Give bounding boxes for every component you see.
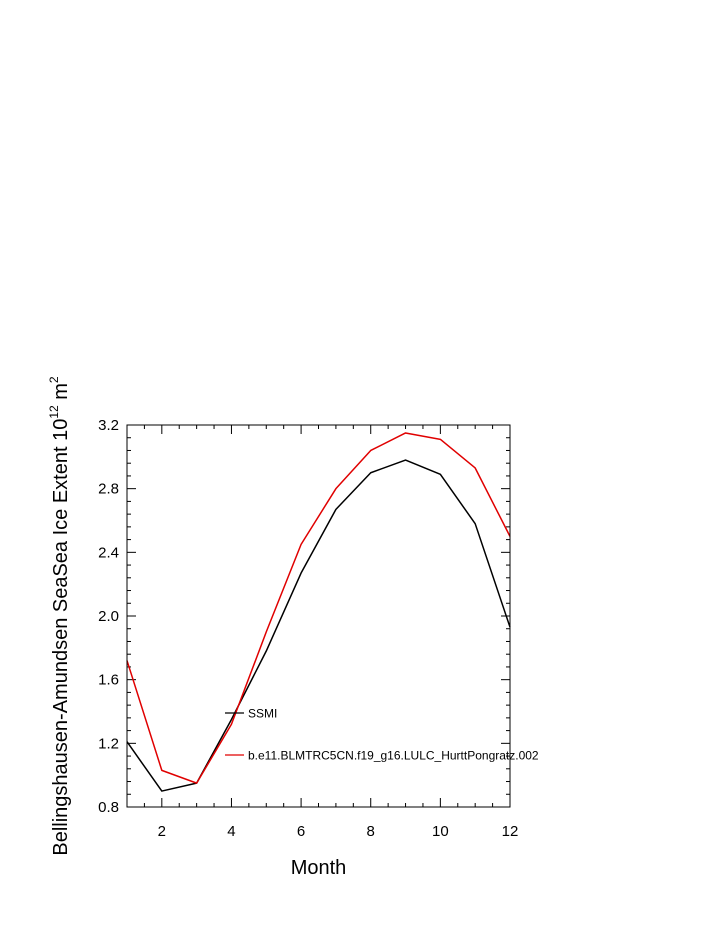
x-tick-label: 12	[502, 823, 519, 840]
plot-frame	[126, 424, 511, 808]
y-tick-label: 3.2	[98, 417, 119, 434]
x-tick-labels: 2 4 6 8 10 12	[158, 823, 519, 840]
y-tick-label: 2.8	[98, 481, 119, 498]
x-axis-label: Month	[291, 857, 347, 879]
legend-label-ssmi: SSMI	[248, 707, 277, 721]
series-line-model	[126, 432, 511, 784]
y-tick-label: 2.0	[98, 608, 119, 625]
y-tick-label: 2.4	[98, 544, 119, 561]
y-tick-labels: 0.8 1.2 1.6 2.0 2.4 2.8 3.2	[98, 417, 119, 816]
axis-ticks	[126, 424, 511, 808]
x-tick-label: 10	[432, 823, 449, 840]
y-axis-label-exp2: 2	[47, 376, 61, 383]
y-axis-label-exp1: 12	[47, 405, 61, 419]
x-tick-label: 2	[158, 823, 166, 840]
series-lines	[126, 432, 511, 792]
legend: SSMI b.e11.BLMTRC5CN.f19_g16.LULC_HurttP…	[225, 707, 539, 763]
x-tick-label: 6	[297, 823, 305, 840]
y-axis-label: Bellingshausen-Amundsen SeaSea Ice Exten…	[47, 376, 72, 856]
x-tick-label: 8	[367, 823, 375, 840]
y-tick-label: 1.6	[98, 672, 119, 689]
x-tick-label: 4	[227, 823, 235, 840]
y-axis-label-unit: m	[50, 383, 72, 405]
legend-label-model: b.e11.BLMTRC5CN.f19_g16.LULC_HurttPongra…	[248, 749, 539, 763]
y-axis-label-main: Bellingshausen-Amundsen SeaSea Ice Exten…	[50, 419, 72, 856]
y-tick-label: 1.2	[98, 735, 119, 752]
y-tick-label: 0.8	[98, 799, 119, 816]
series-line-ssmi	[126, 459, 511, 792]
